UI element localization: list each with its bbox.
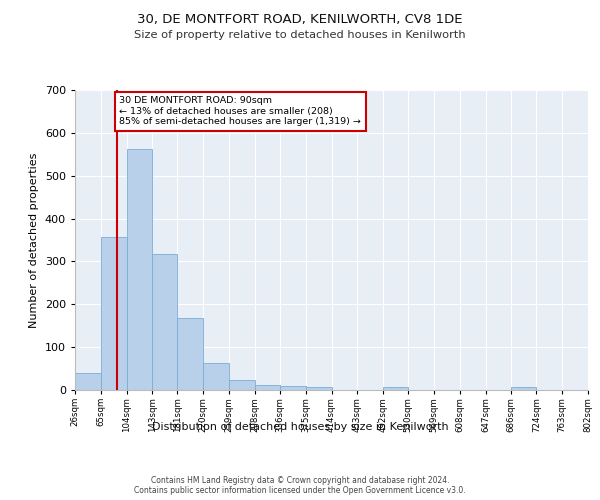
Text: Distribution of detached houses by size in Kenilworth: Distribution of detached houses by size …: [152, 422, 448, 432]
Text: Contains public sector information licensed under the Open Government Licence v3: Contains public sector information licen…: [134, 486, 466, 495]
Text: 30 DE MONTFORT ROAD: 90sqm
← 13% of detached houses are smaller (208)
85% of sem: 30 DE MONTFORT ROAD: 90sqm ← 13% of deta…: [119, 96, 361, 126]
Y-axis label: Number of detached properties: Number of detached properties: [29, 152, 39, 328]
Bar: [152, 254, 178, 390]
Bar: [101, 237, 127, 390]
Bar: [75, 373, 101, 390]
Text: 30, DE MONTFORT ROAD, KENILWORTH, CV8 1DE: 30, DE MONTFORT ROAD, KENILWORTH, CV8 1D…: [137, 12, 463, 26]
Bar: [255, 385, 280, 390]
Bar: [306, 387, 331, 390]
Text: Contains HM Land Registry data © Crown copyright and database right 2024.: Contains HM Land Registry data © Crown c…: [151, 476, 449, 485]
Bar: [127, 149, 152, 390]
Bar: [203, 364, 229, 390]
Bar: [178, 318, 203, 390]
Bar: [280, 386, 306, 390]
Bar: [511, 388, 536, 390]
Text: Size of property relative to detached houses in Kenilworth: Size of property relative to detached ho…: [134, 30, 466, 40]
Bar: [383, 388, 408, 390]
Bar: [229, 380, 255, 390]
